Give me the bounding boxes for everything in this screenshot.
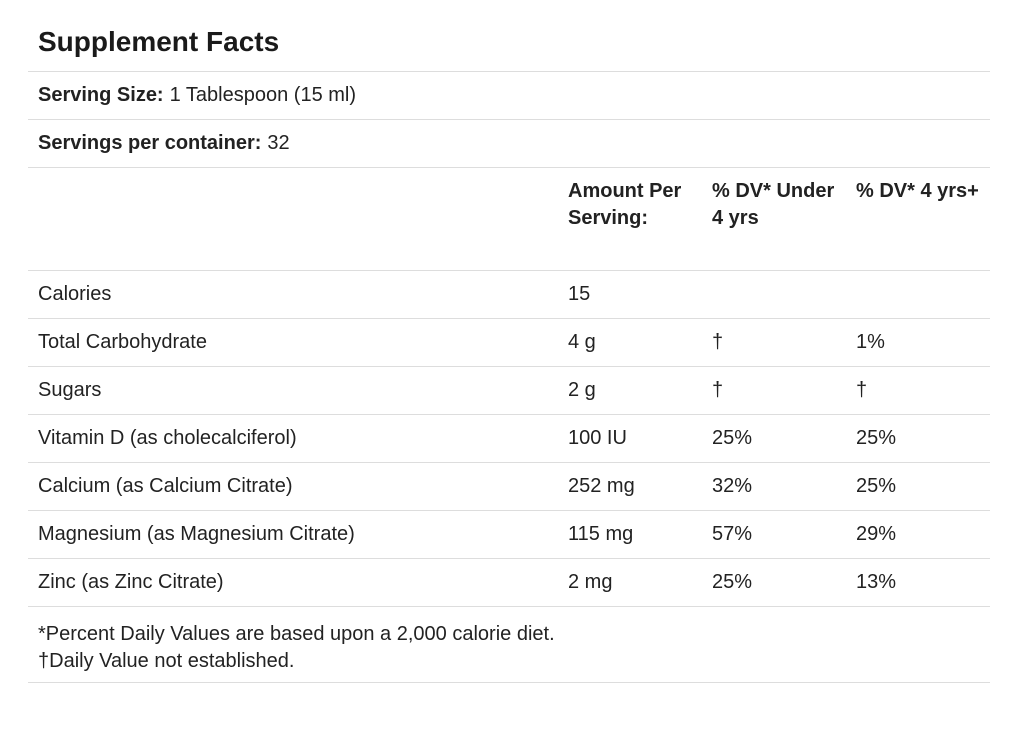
dv-4-plus-value: 13% bbox=[846, 558, 990, 607]
header-nutrient bbox=[28, 168, 558, 271]
header-dv-4-plus: % DV* 4 yrs+ bbox=[846, 168, 990, 271]
dv-under-4-value: † bbox=[702, 366, 846, 415]
page-title: Supplement Facts bbox=[28, 0, 990, 72]
table-body: Calories 15 Total Carbohydrate 4 g † 1% Sugars… bbox=[28, 270, 990, 607]
dv-under-4-value: † bbox=[702, 318, 846, 367]
table-header-row: Amount Per Serving: % DV* Under 4 yrs % … bbox=[28, 168, 990, 271]
dv-under-4-value: 25% bbox=[702, 414, 846, 463]
dv-4-plus-value: † bbox=[846, 366, 990, 415]
amount-value: 115 mg bbox=[558, 510, 702, 559]
table-row: Calories 15 bbox=[28, 270, 990, 319]
dv-under-4-value: 32% bbox=[702, 462, 846, 511]
nutrient-name: Calcium (as Calcium Citrate) bbox=[28, 462, 558, 511]
nutrient-name: Zinc (as Zinc Citrate) bbox=[28, 558, 558, 607]
nutrient-name: Calories bbox=[28, 270, 558, 319]
serving-size-row: Serving Size: 1 Tablespoon (15 ml) bbox=[28, 72, 990, 120]
amount-value: 252 mg bbox=[558, 462, 702, 511]
amount-value: 100 IU bbox=[558, 414, 702, 463]
dv-4-plus-value: 1% bbox=[846, 318, 990, 367]
serving-size-value: 1 Tablespoon (15 ml) bbox=[169, 84, 357, 106]
nutrient-name: Magnesium (as Magnesium Citrate) bbox=[28, 510, 558, 559]
footnote-percent-dv: *Percent Daily Values are based upon a 2… bbox=[38, 622, 555, 645]
dv-under-4-value: 25% bbox=[702, 558, 846, 607]
servings-per-container-value: 32 bbox=[267, 132, 290, 154]
dv-4-plus-value: 25% bbox=[846, 414, 990, 463]
dv-4-plus-value bbox=[846, 270, 990, 319]
header-dv-under-4: % DV* Under 4 yrs bbox=[702, 168, 846, 271]
serving-size-label: Serving Size: bbox=[38, 84, 164, 106]
dv-under-4-value bbox=[702, 270, 846, 319]
amount-value: 2 mg bbox=[558, 558, 702, 607]
table-row: Calcium (as Calcium Citrate) 252 mg 32% 25% bbox=[28, 462, 990, 511]
amount-value: 2 g bbox=[558, 366, 702, 415]
nutrient-table: Amount Per Serving: % DV* Under 4 yrs % … bbox=[28, 168, 990, 607]
servings-per-container-row: Servings per container: 32 bbox=[28, 120, 990, 168]
table-row: Vitamin D (as cholecalciferol) 100 IU 25% 2… bbox=[28, 414, 990, 463]
table-row: Total Carbohydrate 4 g † 1% bbox=[28, 318, 990, 367]
table-row: Sugars 2 g † † bbox=[28, 366, 990, 415]
dv-4-plus-value: 25% bbox=[846, 462, 990, 511]
servings-per-container-label: Servings per container: bbox=[38, 132, 262, 154]
amount-value: 15 bbox=[558, 270, 702, 319]
supplement-facts-panel: Supplement Facts Serving Size: 1 Tablesp… bbox=[28, 0, 990, 683]
nutrient-name: Vitamin D (as cholecalciferol) bbox=[28, 414, 558, 463]
dv-under-4-value: 57% bbox=[702, 510, 846, 559]
nutrient-name: Sugars bbox=[28, 366, 558, 415]
amount-value: 4 g bbox=[558, 318, 702, 367]
header-amount: Amount Per Serving: bbox=[558, 168, 702, 271]
dv-4-plus-value: 29% bbox=[846, 510, 990, 559]
nutrient-name: Total Carbohydrate bbox=[28, 318, 558, 367]
footnotes: *Percent Daily Values are based upon a 2… bbox=[28, 607, 990, 683]
table-row: Magnesium (as Magnesium Citrate) 115 mg 57… bbox=[28, 510, 990, 559]
table-row: Zinc (as Zinc Citrate) 2 mg 25% 13% bbox=[28, 558, 990, 607]
footnote-dv-not-established: †Daily Value not established. bbox=[38, 649, 295, 672]
